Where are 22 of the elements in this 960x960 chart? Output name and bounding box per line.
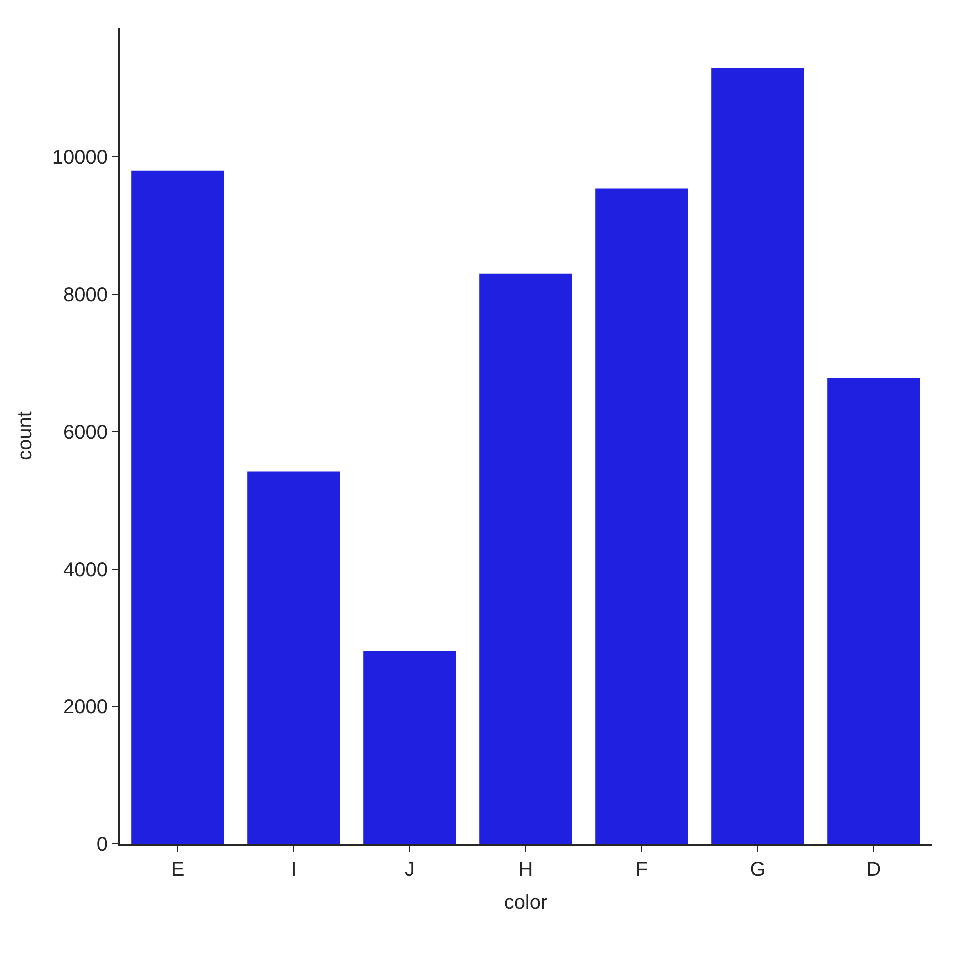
y-tick-label: 2000	[64, 696, 108, 719]
bar	[828, 378, 920, 844]
bar	[712, 68, 804, 844]
y-tick-label: 8000	[64, 284, 108, 307]
x-tick-label: F	[636, 859, 648, 881]
x-axis-title: color	[504, 892, 548, 914]
y-axis-title: count	[14, 411, 36, 460]
x-tick-label: H	[518, 859, 534, 881]
x-tick-label: D	[866, 859, 882, 881]
y-tick-label: 10000	[52, 147, 108, 170]
bar	[132, 170, 224, 844]
x-tick-label: J	[405, 859, 415, 881]
bar	[364, 650, 456, 844]
x-tick-label: E	[171, 859, 185, 881]
x-tick-label: G	[750, 859, 766, 881]
y-tick-label: 0	[96, 834, 108, 856]
bar	[248, 472, 340, 844]
y-tick-label: 4000	[64, 559, 108, 582]
y-tick-label: 6000	[64, 422, 108, 444]
bar	[596, 188, 688, 844]
bar	[480, 274, 572, 844]
x-tick-label: I	[291, 859, 297, 881]
